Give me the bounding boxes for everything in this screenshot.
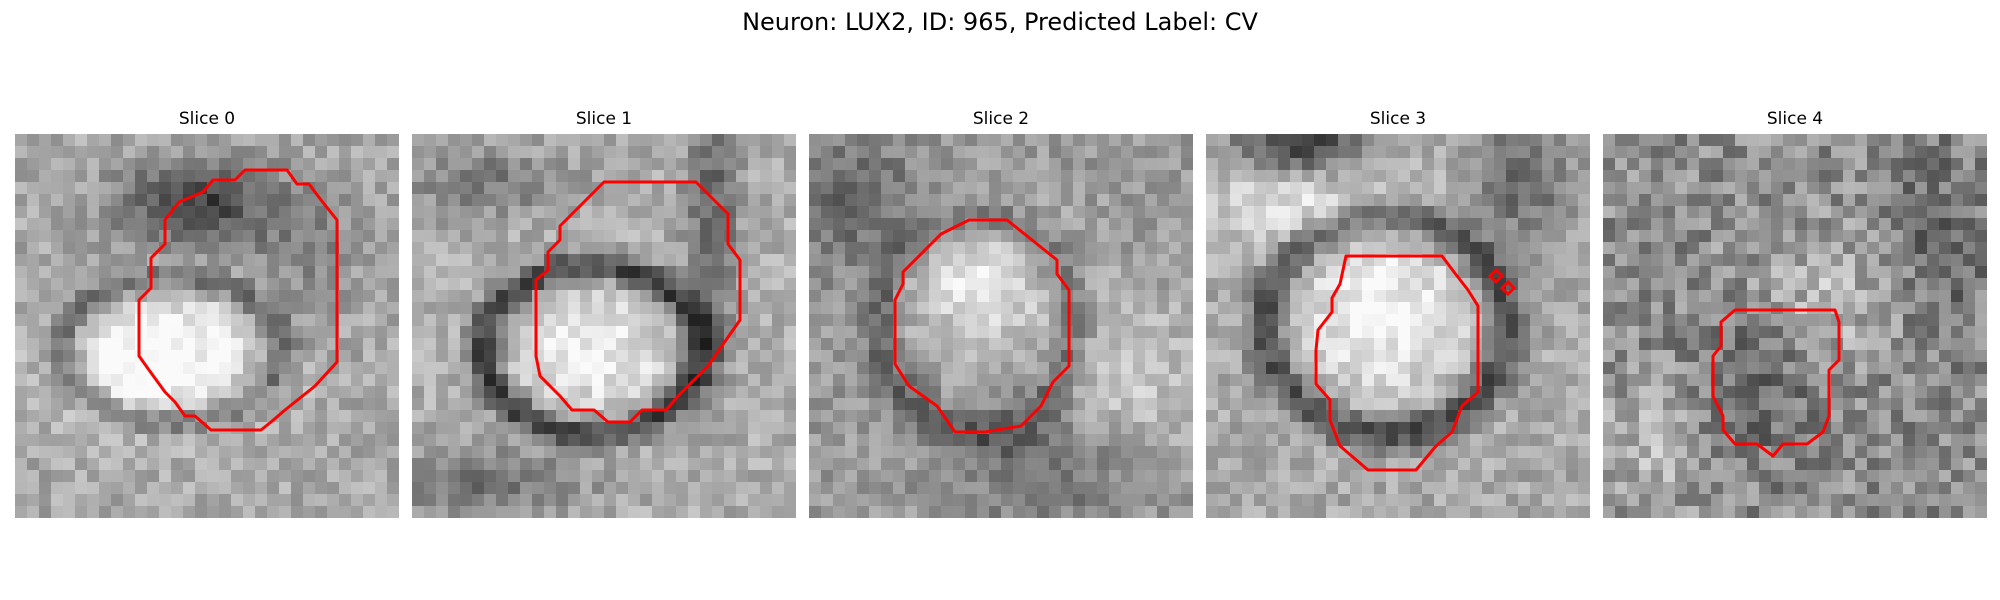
roi-fragment	[1499, 279, 1517, 297]
roi-contour	[893, 218, 1071, 434]
slice-title: Slice 3	[1369, 109, 1427, 129]
slice-image-1	[412, 134, 796, 518]
roi-fragment	[1487, 267, 1505, 285]
slice-panel-0: Slice 0	[15, 108, 399, 526]
roi-contour	[1314, 254, 1480, 472]
slice-panel-4: Slice 4	[1603, 108, 1987, 526]
slice-image-2	[809, 134, 1193, 518]
slice-panel-1: Slice 1	[412, 108, 796, 526]
slice-panel-2: Slice 2	[809, 108, 1193, 526]
slice-image-4	[1603, 134, 1987, 518]
figure-title: Neuron: LUX2, ID: 965, Predicted Label: …	[742, 8, 1258, 36]
roi-contour	[1711, 308, 1841, 458]
roi-contour	[137, 168, 339, 432]
slice-image-3	[1206, 134, 1590, 518]
slice-panel-3: Slice 3	[1206, 108, 1590, 526]
roi-contour	[534, 180, 742, 424]
slice-title: Slice 4	[1766, 109, 1824, 129]
slice-title: Slice 1	[575, 109, 633, 129]
slice-title: Slice 0	[178, 109, 236, 129]
slice-title: Slice 2	[972, 109, 1030, 129]
slice-image-0	[15, 134, 399, 518]
